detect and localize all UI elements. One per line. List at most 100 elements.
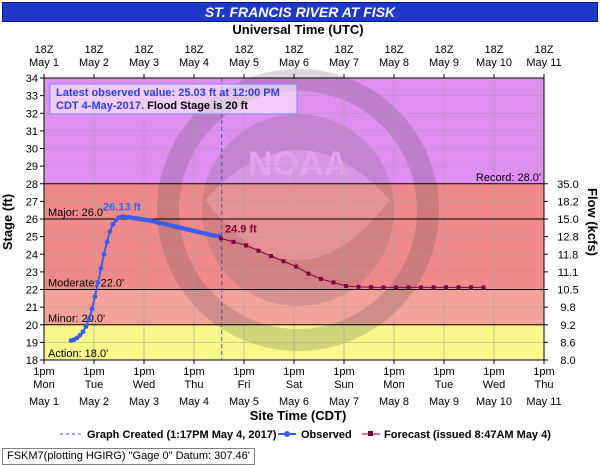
left-tick-label: 24 (26, 249, 38, 261)
category-label-action: Action: 18.0' (48, 348, 108, 360)
bottom-date-label: May 6 (279, 396, 309, 408)
right-tick-label: 35.0 (557, 179, 578, 191)
latest-observation-box: Latest observed value: 25.03 ft at 12:00… (49, 83, 298, 115)
bottom-date-label: May 10 (476, 396, 512, 408)
bottom-tick-label: Tue (435, 379, 454, 391)
bottom-tick-label: Mon (33, 379, 54, 391)
top-tick-label: 18Z (35, 44, 54, 56)
bottom-axis-title: Site Time (CDT) (250, 408, 347, 423)
right-tick-label: 8.6 (560, 337, 575, 349)
bottom-tick-label: Fri (238, 379, 251, 391)
observed-point (92, 294, 98, 299)
forecast-point (394, 285, 398, 290)
top-tick-date: May 11 (526, 57, 561, 69)
forecast-point (344, 283, 348, 288)
legend-observed: Observed (301, 429, 352, 441)
bottom-tick-label: Sun (334, 379, 354, 391)
observed-point (95, 280, 101, 285)
category-label-record: Record: 28.0' (476, 172, 541, 184)
top-tick-date: May 1 (29, 57, 59, 69)
top-axis-title: Universal Time (UTC) (232, 22, 363, 37)
forecast-point (231, 239, 236, 244)
forecast-point (244, 243, 248, 248)
top-tick-date: May 7 (329, 57, 359, 69)
left-axis-ticks: 18 19 20 21 22 23 24 25 26 27 28 29 30 31 32 33 34 (26, 73, 44, 367)
top-tick-date: May 3 (129, 57, 159, 69)
top-tick-date: May 2 (79, 57, 109, 69)
right-tick-label: 10.5 (557, 285, 578, 297)
forecast-point (281, 259, 286, 264)
chart-title: ST. FRANCIS RIVER AT FISK (2, 2, 598, 22)
forecast-point (369, 285, 373, 290)
forecast-point (269, 254, 273, 259)
forecast-point (406, 285, 411, 290)
bottom-tick-label: Thu (535, 379, 554, 391)
left-tick-label: 22 (26, 285, 38, 297)
top-tick-label: 18Z (135, 44, 154, 56)
bottom-date-label: May 11 (526, 396, 561, 408)
latest-line-2-date: CDT 4-May-2017. (56, 100, 144, 112)
forecast-point (306, 271, 311, 276)
bottom-date-label: May 9 (429, 396, 459, 408)
bottom-date-label: May 3 (129, 396, 159, 408)
category-label-minor: Minor: 20.0' (48, 313, 105, 325)
observed-point (86, 317, 92, 322)
forecast-first-label: 24.9 ft (225, 223, 257, 235)
bottom-tick-label: Wed (483, 379, 505, 391)
bottom-tick-label: Sat (286, 379, 303, 391)
top-tick-date: May 4 (179, 57, 209, 69)
left-tick-label: 34 (26, 73, 38, 85)
top-tick-label: 18Z (85, 44, 104, 56)
observed-point (110, 221, 116, 227)
bottom-date-label: May 8 (379, 396, 409, 408)
forecast-series (219, 236, 486, 290)
latest-line-2: CDT 4-May-2017. Flood Stage is 20 ft (56, 100, 248, 112)
bottom-date-label: May 7 (329, 396, 359, 408)
noaa-watermark: NOAA (157, 69, 439, 351)
datum-footer: FSKM7(plotting HGIRG) "Gage 0" Datum: 30… (2, 448, 255, 465)
forecast-point (481, 285, 486, 290)
bottom-date-label: May 4 (179, 396, 209, 408)
top-tick-label: 18Z (335, 44, 354, 56)
legend-forecast: Forecast (issued 8:47AM May 4) (384, 429, 551, 441)
observed-point (212, 233, 218, 239)
right-tick-label: 18.2 (557, 196, 578, 208)
bottom-tick-label: Tue (85, 379, 104, 391)
observed-point (80, 329, 86, 335)
legend-created: Graph Created (1:17PM May 4, 2017) (87, 429, 277, 441)
left-tick-label: 25 (26, 232, 38, 244)
left-tick-label: 28 (26, 179, 38, 191)
bottom-tick-label: Mon (383, 379, 404, 391)
right-tick-label: 9.8 (560, 302, 575, 314)
bottom-date-label: May 5 (229, 396, 259, 408)
latest-line-2-flood: Flood Stage is 20 ft (144, 100, 248, 112)
bottom-tick-label: 1pm (283, 366, 304, 378)
bottom-tick-label: 1pm (533, 366, 554, 378)
bottom-tick-label: 1pm (383, 366, 404, 378)
left-axis-title: Stage (ft) (0, 194, 15, 250)
top-tick-label: 18Z (385, 44, 404, 56)
forecast-line (220, 237, 484, 288)
observed-point (77, 332, 83, 338)
right-tick-label: 11.1 (558, 267, 579, 279)
right-tick-label: 12.8 (557, 232, 578, 244)
top-tick-date: May 6 (279, 57, 309, 69)
observed-point (89, 306, 95, 312)
forecast-point (294, 264, 298, 269)
forecast-point (431, 285, 436, 290)
forecast-point (469, 285, 473, 290)
right-axis-ticks: 8.0 8.6 9.2 9.8 10.5 11.1 11.8 12.8 15.0 18.2 35.0 (544, 179, 579, 367)
observed-point (104, 239, 110, 245)
right-axis-title: Flow (kcfs) (585, 188, 600, 256)
left-tick-label: 30 (26, 144, 38, 156)
bottom-tick-label: 1pm (183, 366, 204, 378)
observed-series (68, 214, 222, 344)
bottom-tick-label: 1pm (433, 366, 454, 378)
top-tick-label: 18Z (435, 44, 454, 56)
left-tick-label: 21 (26, 302, 38, 314)
latest-line-1: Latest observed value: 25.03 ft at 12:00… (56, 87, 280, 99)
forecast-point (219, 236, 223, 241)
top-tick-date: May 9 (429, 57, 459, 69)
